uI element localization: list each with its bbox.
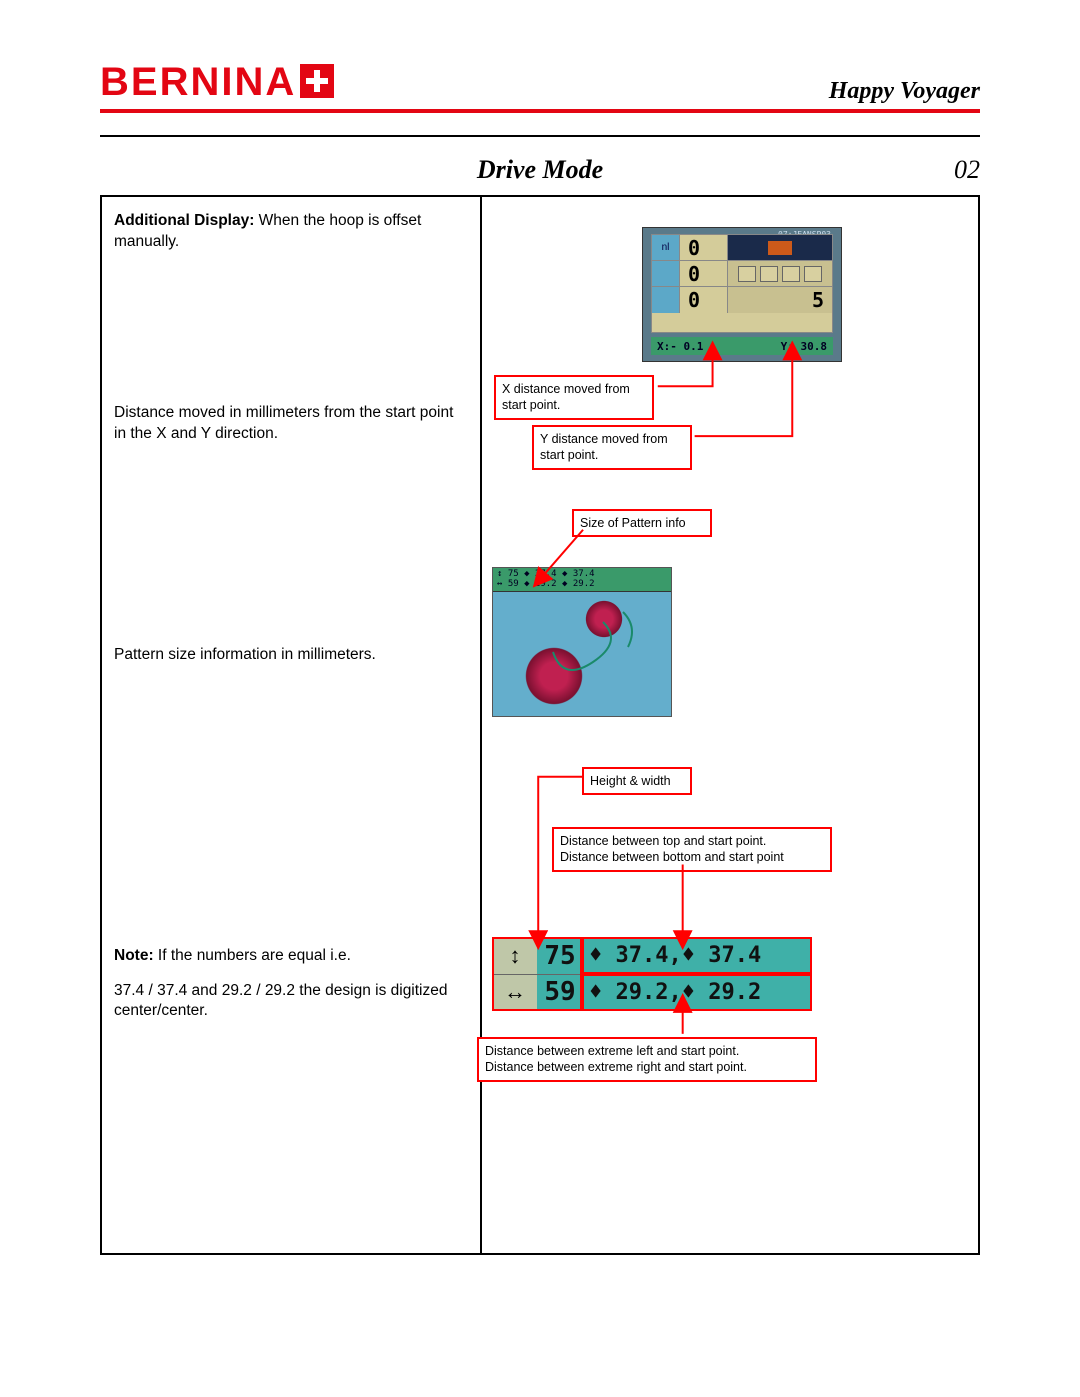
- overlay-row1: [582, 937, 812, 974]
- section-title: Drive Mode: [477, 155, 603, 185]
- lcd1-r3-right: 5: [728, 287, 832, 313]
- section-header: Drive Mode 02: [100, 155, 980, 185]
- brand-logo: BERNINA: [100, 60, 334, 105]
- para4-bold: Note:: [114, 947, 154, 964]
- lcd1-r2-right: [728, 261, 832, 286]
- header-row: BERNINA Happy Voyager: [100, 60, 980, 105]
- callout-top-bottom: Distance between top and start point. Di…: [552, 827, 832, 872]
- callout-size-info: Size of Pattern info: [572, 509, 712, 537]
- mini-btn-icon: [782, 266, 800, 282]
- overlay-row2: [582, 974, 812, 1011]
- doc-subtitle: Happy Voyager: [829, 78, 980, 105]
- lcd1-r3-val: 0: [680, 287, 728, 313]
- content-frame: Additional Display: When the hoop is off…: [100, 195, 980, 1255]
- lcd1-r2-icon: [652, 261, 680, 286]
- callout-x-distance: X distance moved from start point.: [494, 375, 654, 420]
- callout-left-right: Distance between extreme left and start …: [477, 1037, 817, 1082]
- lcd1-foot-x: X:- 0.1: [657, 340, 703, 353]
- para-note: Note: If the numbers are equal i.e.: [114, 946, 468, 967]
- pattern-strip-line2: ↔ 59 ◆ 29.2 ◆ 29.2: [497, 580, 667, 590]
- para-pattern-size: Pattern size information in millimeters.: [114, 645, 468, 666]
- callout-height-width: Height & width: [582, 767, 692, 795]
- lcd1-r1-icon: nl: [652, 235, 680, 260]
- para-example: 37.4 / 37.4 and 29.2 / 29.2 the design i…: [114, 981, 468, 1023]
- pattern-info-strip: ↕ 75 ◆ 37.4 ◆ 37.4 ↔ 59 ◆ 29.2 ◆ 29.2: [493, 568, 671, 592]
- para-additional-display: Additional Display: When the hoop is off…: [114, 211, 468, 253]
- lcd1-footer: X:- 0.1 Y: 30.8: [651, 337, 833, 355]
- brand-text: BERNINA: [100, 60, 296, 105]
- black-divider: [100, 135, 980, 137]
- pattern-preview: ↕ 75 ◆ 37.4 ◆ 37.4 ↔ 59 ◆ 29.2 ◆ 29.2: [492, 567, 672, 717]
- lcd1-r1-val: 0: [680, 235, 728, 260]
- left-column: Additional Display: When the hoop is off…: [102, 197, 482, 1253]
- lcd-screenshot-1: 07:JEANSP03 nl 0 0: [642, 227, 842, 362]
- mini-btn-icon: [738, 266, 756, 282]
- para4-rest: If the numbers are equal i.e.: [154, 947, 351, 964]
- para1-bold: Additional Display:: [114, 212, 254, 229]
- lcd1-foot-y: Y: 30.8: [781, 340, 827, 353]
- para-distance: Distance moved in millimeters from the s…: [114, 403, 468, 445]
- mini-btn-icon: [804, 266, 822, 282]
- mini-btn-icon: [760, 266, 778, 282]
- callout-y-distance: Y distance moved from start point.: [532, 425, 692, 470]
- lcd1-r2-val: 0: [680, 261, 728, 286]
- swiss-plus-icon: [300, 64, 334, 98]
- pattern-body: [493, 592, 671, 718]
- section-number: 02: [954, 155, 980, 185]
- red-divider: [100, 109, 980, 113]
- lcd1-r1-right: [728, 235, 832, 260]
- orange-indicator-icon: [768, 241, 792, 255]
- overlay-hw: [492, 937, 582, 1011]
- right-column: 07:JEANSP03 nl 0 0: [482, 197, 978, 1253]
- lcd1-r3-icon: [652, 287, 680, 313]
